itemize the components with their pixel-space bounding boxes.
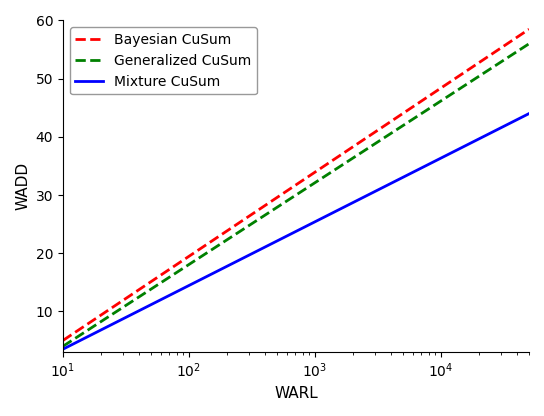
- Mixture CuSum: [312, 219, 318, 224]
- Line: Bayesian CuSum: Bayesian CuSum: [63, 29, 529, 340]
- Generalized CuSum: [442, 96, 448, 101]
- Generalized CuSum: [337, 164, 344, 169]
- Generalized CuSum: [281, 200, 288, 205]
- Mixture CuSum: [526, 111, 532, 116]
- Mixture CuSum: [337, 206, 344, 211]
- Mixture CuSum: [281, 235, 288, 240]
- Mixture CuSum: [60, 347, 66, 352]
- Bayesian CuSum: [284, 188, 290, 193]
- Bayesian CuSum: [60, 338, 66, 343]
- X-axis label: WARL: WARL: [274, 386, 318, 401]
- Bayesian CuSum: [281, 190, 288, 195]
- Mixture CuSum: [515, 117, 521, 122]
- Bayesian CuSum: [312, 170, 318, 175]
- Mixture CuSum: [442, 154, 448, 158]
- Line: Mixture CuSum: Mixture CuSum: [63, 114, 529, 349]
- Generalized CuSum: [60, 344, 66, 349]
- Legend: Bayesian CuSum, Generalized CuSum, Mixture CuSum: Bayesian CuSum, Generalized CuSum, Mixtu…: [70, 27, 257, 94]
- Generalized CuSum: [526, 41, 532, 46]
- Y-axis label: WADD: WADD: [15, 162, 30, 210]
- Bayesian CuSum: [337, 153, 344, 158]
- Bayesian CuSum: [515, 34, 521, 39]
- Line: Generalized CuSum: Generalized CuSum: [63, 44, 529, 346]
- Mixture CuSum: [284, 233, 290, 238]
- Bayesian CuSum: [442, 83, 448, 88]
- Bayesian CuSum: [526, 27, 532, 32]
- Generalized CuSum: [515, 49, 521, 54]
- Generalized CuSum: [284, 198, 290, 203]
- Generalized CuSum: [312, 180, 318, 185]
